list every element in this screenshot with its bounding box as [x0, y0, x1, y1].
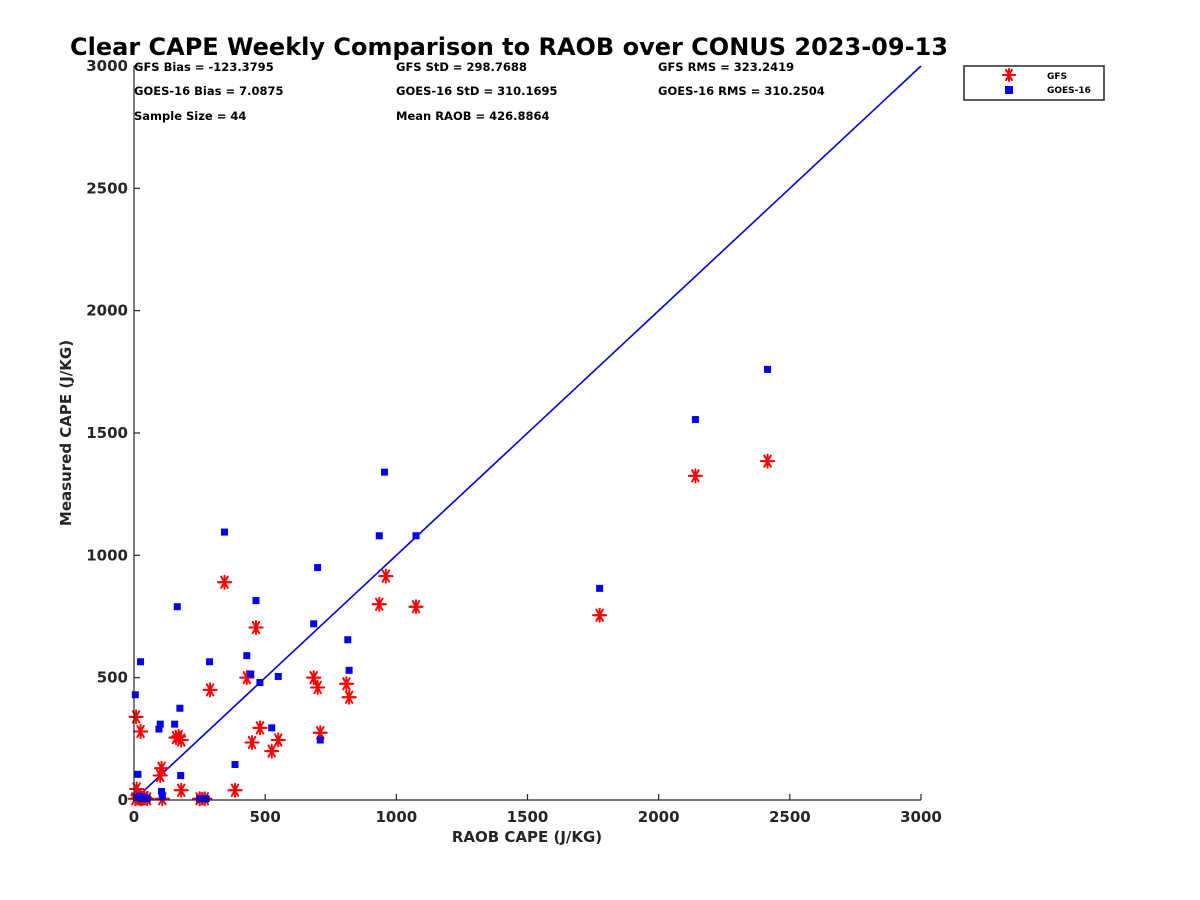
x-tick-label-4: 2000 [638, 808, 680, 826]
point-goes16-27 [310, 620, 318, 628]
y-tick-label-0: 0 [118, 791, 128, 809]
point-goes16-33 [381, 468, 389, 476]
stat-gfs-rms: GFS RMS = 323.2419 [658, 60, 794, 74]
point-goes16-20 [231, 761, 239, 769]
point-goes16-11 [158, 792, 166, 800]
x-tick-label-5: 2500 [769, 808, 811, 826]
y-axis-label: Measured CAPE (J/KG) [57, 340, 75, 526]
y-tick-label-5: 2500 [86, 179, 128, 197]
stat-goes-bias: GOES-16 Bias = 7.0875 [134, 84, 283, 98]
point-gfs-35 [408, 599, 424, 615]
point-goes16-0 [131, 691, 139, 699]
y-tick-label-1: 500 [97, 669, 128, 687]
point-gfs-27 [270, 732, 286, 748]
point-goes16-14 [176, 704, 184, 712]
point-gfs-36 [592, 607, 608, 623]
point-goes16-35 [596, 584, 604, 592]
point-goes16-17 [202, 795, 210, 803]
point-gfs-34 [378, 568, 394, 584]
point-goes16-2 [134, 770, 142, 778]
point-goes16-19 [221, 528, 229, 536]
point-gfs-31 [338, 676, 354, 692]
point-goes16-23 [252, 597, 260, 605]
point-goes16-13 [173, 603, 181, 611]
point-goes16-28 [314, 564, 322, 572]
point-goes16-37 [764, 365, 772, 373]
point-goes16-16 [196, 795, 204, 803]
reference-line-layer [133, 65, 922, 801]
legend-gfs-marker [1002, 68, 1016, 82]
point-gfs-37 [687, 468, 703, 484]
point-gfs-15 [173, 732, 189, 748]
point-goes16-30 [344, 636, 352, 644]
legend-gfs-asterisk [1002, 68, 1016, 82]
point-goes16-21 [243, 652, 251, 660]
point-goes16-9 [156, 720, 164, 728]
point-gfs-25 [252, 720, 268, 736]
legend-box [963, 65, 1105, 101]
point-gfs-28 [306, 670, 322, 686]
legend: GFS GOES-16 [963, 65, 1105, 101]
stat-gfs-std: GFS StD = 298.7688 [396, 60, 527, 74]
point-gfs-29 [310, 679, 326, 695]
point-goes16-31 [345, 666, 353, 674]
y-tick-label-6: 3000 [86, 57, 128, 75]
point-gfs-9 [133, 723, 149, 739]
legend-gfs-label: GFS [1047, 72, 1067, 82]
point-goes16-18 [206, 658, 214, 666]
x-tick-label-6: 3000 [900, 808, 942, 826]
stat-mean-raob: Mean RAOB = 426.8864 [396, 109, 550, 123]
point-gfs-11 [154, 760, 170, 776]
point-gfs-38 [760, 453, 776, 469]
point-goes16-24 [256, 679, 264, 687]
point-goes16-8 [155, 725, 163, 733]
ticks-layer: 0 500 1000 1500 2000 2500 3000 0 500 1000 1500 2000… [86, 57, 942, 826]
point-goes16-10 [158, 787, 166, 795]
y-tick-label-4: 2000 [86, 302, 128, 320]
stat-gfs-bias: GFS Bias = -123.3795 [134, 60, 274, 74]
point-goes16-29 [316, 736, 324, 744]
point-gfs-20 [217, 574, 233, 590]
chart-title: Clear CAPE Weekly Comparison to RAOB ove… [70, 33, 948, 61]
point-gfs-23 [244, 735, 260, 751]
point-gfs-24 [248, 620, 264, 636]
point-gfs-33 [371, 596, 387, 612]
stat-goes-std: GOES-16 StD = 310.1695 [396, 84, 557, 98]
x-tick-label-3: 1500 [507, 808, 549, 826]
y-tick-label-2: 1000 [86, 546, 128, 564]
point-goes16-32 [375, 532, 383, 540]
legend-goes-marker [1005, 86, 1013, 94]
x-tick-label-2: 1000 [375, 808, 417, 826]
legend-goes-label: GOES-16 [1047, 86, 1091, 96]
x-axis-label: RAOB CAPE (J/KG) [452, 828, 602, 846]
point-gfs-32 [341, 689, 357, 705]
point-goes16-34 [412, 532, 420, 540]
point-goes16-4 [137, 658, 145, 666]
point-gfs-16 [173, 782, 189, 798]
series-layer [127, 365, 776, 807]
stat-sample-size: Sample Size = 44 [134, 109, 246, 123]
y-tick-label-3: 1500 [86, 424, 128, 442]
x-tick-label-0: 0 [129, 808, 139, 826]
point-goes16-22 [247, 670, 255, 678]
x-tick-label-1: 500 [250, 808, 281, 826]
point-goes16-25 [268, 724, 276, 732]
one-to-one-line [133, 65, 922, 801]
point-goes16-26 [274, 672, 282, 680]
stat-goes-rms: GOES-16 RMS = 310.2504 [658, 84, 825, 98]
series-goes-16 [131, 365, 772, 803]
point-gfs-19 [202, 682, 218, 698]
point-goes16-36 [691, 416, 699, 424]
point-goes16-15 [177, 772, 185, 780]
point-gfs-30 [312, 725, 328, 741]
point-goes16-12 [171, 720, 179, 728]
stats-annotations: GFS Bias = -123.3795 GFS StD = 298.7688 … [134, 60, 825, 123]
point-gfs-21 [227, 782, 243, 798]
point-goes16-7 [143, 795, 151, 803]
point-gfs-26 [264, 743, 280, 759]
